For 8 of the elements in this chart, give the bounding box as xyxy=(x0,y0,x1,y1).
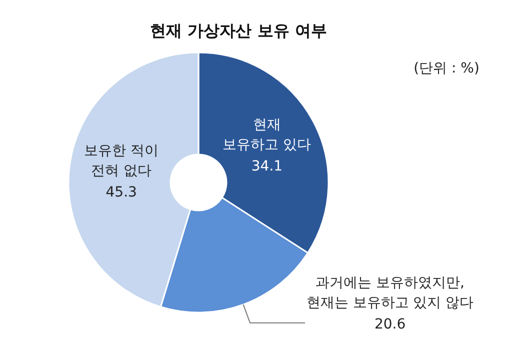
data-label: 20.6 xyxy=(374,316,406,332)
text: (단위 : %) xyxy=(414,60,480,76)
slice-label: 보유한 적이 전혀 없다 xyxy=(84,143,159,180)
data-label: 34.1 xyxy=(251,158,283,175)
chart-title: 현재 가상자산 보유 여부 xyxy=(150,21,327,40)
slice-label: 과거에는 보유하였지만, 현재는 보유하고 있지 않다 xyxy=(306,274,474,311)
data-label: 45.3 xyxy=(106,184,137,201)
slice-label: 현재 보유하고 있다 xyxy=(222,117,312,154)
